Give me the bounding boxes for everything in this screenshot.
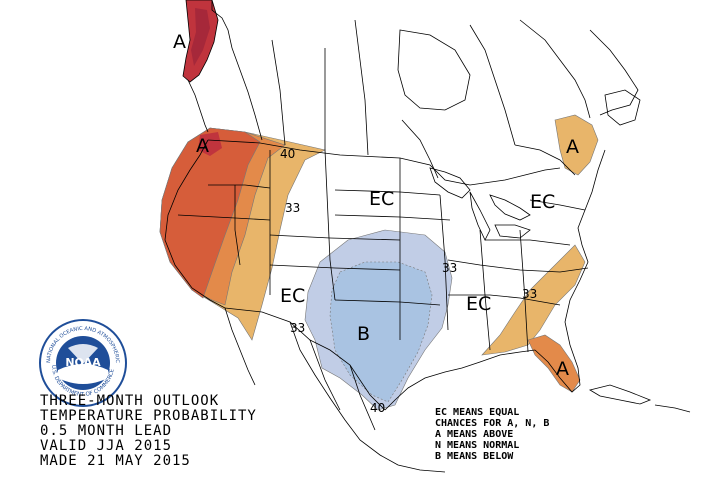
northwest-above-label: A: [196, 135, 209, 157]
noaa-logo: NOAA NATIONAL OCEANIC AND ATMOSPHERIC AD…: [38, 318, 127, 407]
legend-line-2: CHANCES FOR A, N, B: [435, 418, 550, 429]
south-central-below-40-area: [329, 261, 433, 403]
southwest-ec-label: EC: [280, 285, 305, 307]
northeast-above-area: [554, 114, 599, 176]
legend-block: EC MEANS EQUAL CHANCES FOR A, N, B A MEA…: [435, 407, 549, 462]
title-line-4: VALID JJA 2015: [40, 438, 173, 454]
title-line-3: 0.5 MONTH LEAD: [40, 423, 173, 439]
contour-label-southeast-33: 33: [522, 287, 537, 301]
florida-above-label: A: [556, 358, 569, 380]
southeast-ec-label: EC: [466, 293, 491, 315]
northeast-above-label: A: [566, 136, 579, 158]
legend-line-5: B MEANS BELOW: [435, 451, 514, 462]
contour-label-texas-40: 40: [370, 401, 385, 415]
alaska-above-label: A: [173, 31, 186, 53]
south-central-below-label: B: [357, 323, 370, 345]
legend-line-1: EC MEANS EQUAL: [435, 407, 520, 418]
west-above-60-area: [198, 132, 222, 156]
contour-label-central-33: 33: [442, 261, 457, 275]
title-line-2: TEMPERATURE PROBABILITY: [40, 408, 257, 424]
contour-label-southwest-33: 33: [290, 321, 305, 335]
outlook-title-block: THREE-MONTH OUTLOOK TEMPERATURE PROBABIL…: [40, 394, 257, 469]
title-line-1: THREE-MONTH OUTLOOK: [40, 393, 220, 409]
boundaries: [164, 0, 691, 473]
alaska-above-inner: [191, 8, 210, 66]
contour-label-northwest-33: 33: [285, 201, 300, 215]
north-central-ec-label: EC: [369, 188, 394, 210]
noaa-logo-text: NOAA: [65, 356, 101, 369]
east-ec-label: EC: [530, 191, 555, 213]
west-above-50-area: [159, 127, 261, 299]
legend-line-4: N MEANS NORMAL: [435, 440, 520, 451]
florida-above-40-area: [527, 334, 581, 393]
title-line-5: MADE 21 MAY 2015: [40, 453, 191, 469]
contour-label-northwest-40: 40: [280, 147, 295, 161]
legend-line-3: A MEANS ABOVE: [435, 429, 514, 440]
